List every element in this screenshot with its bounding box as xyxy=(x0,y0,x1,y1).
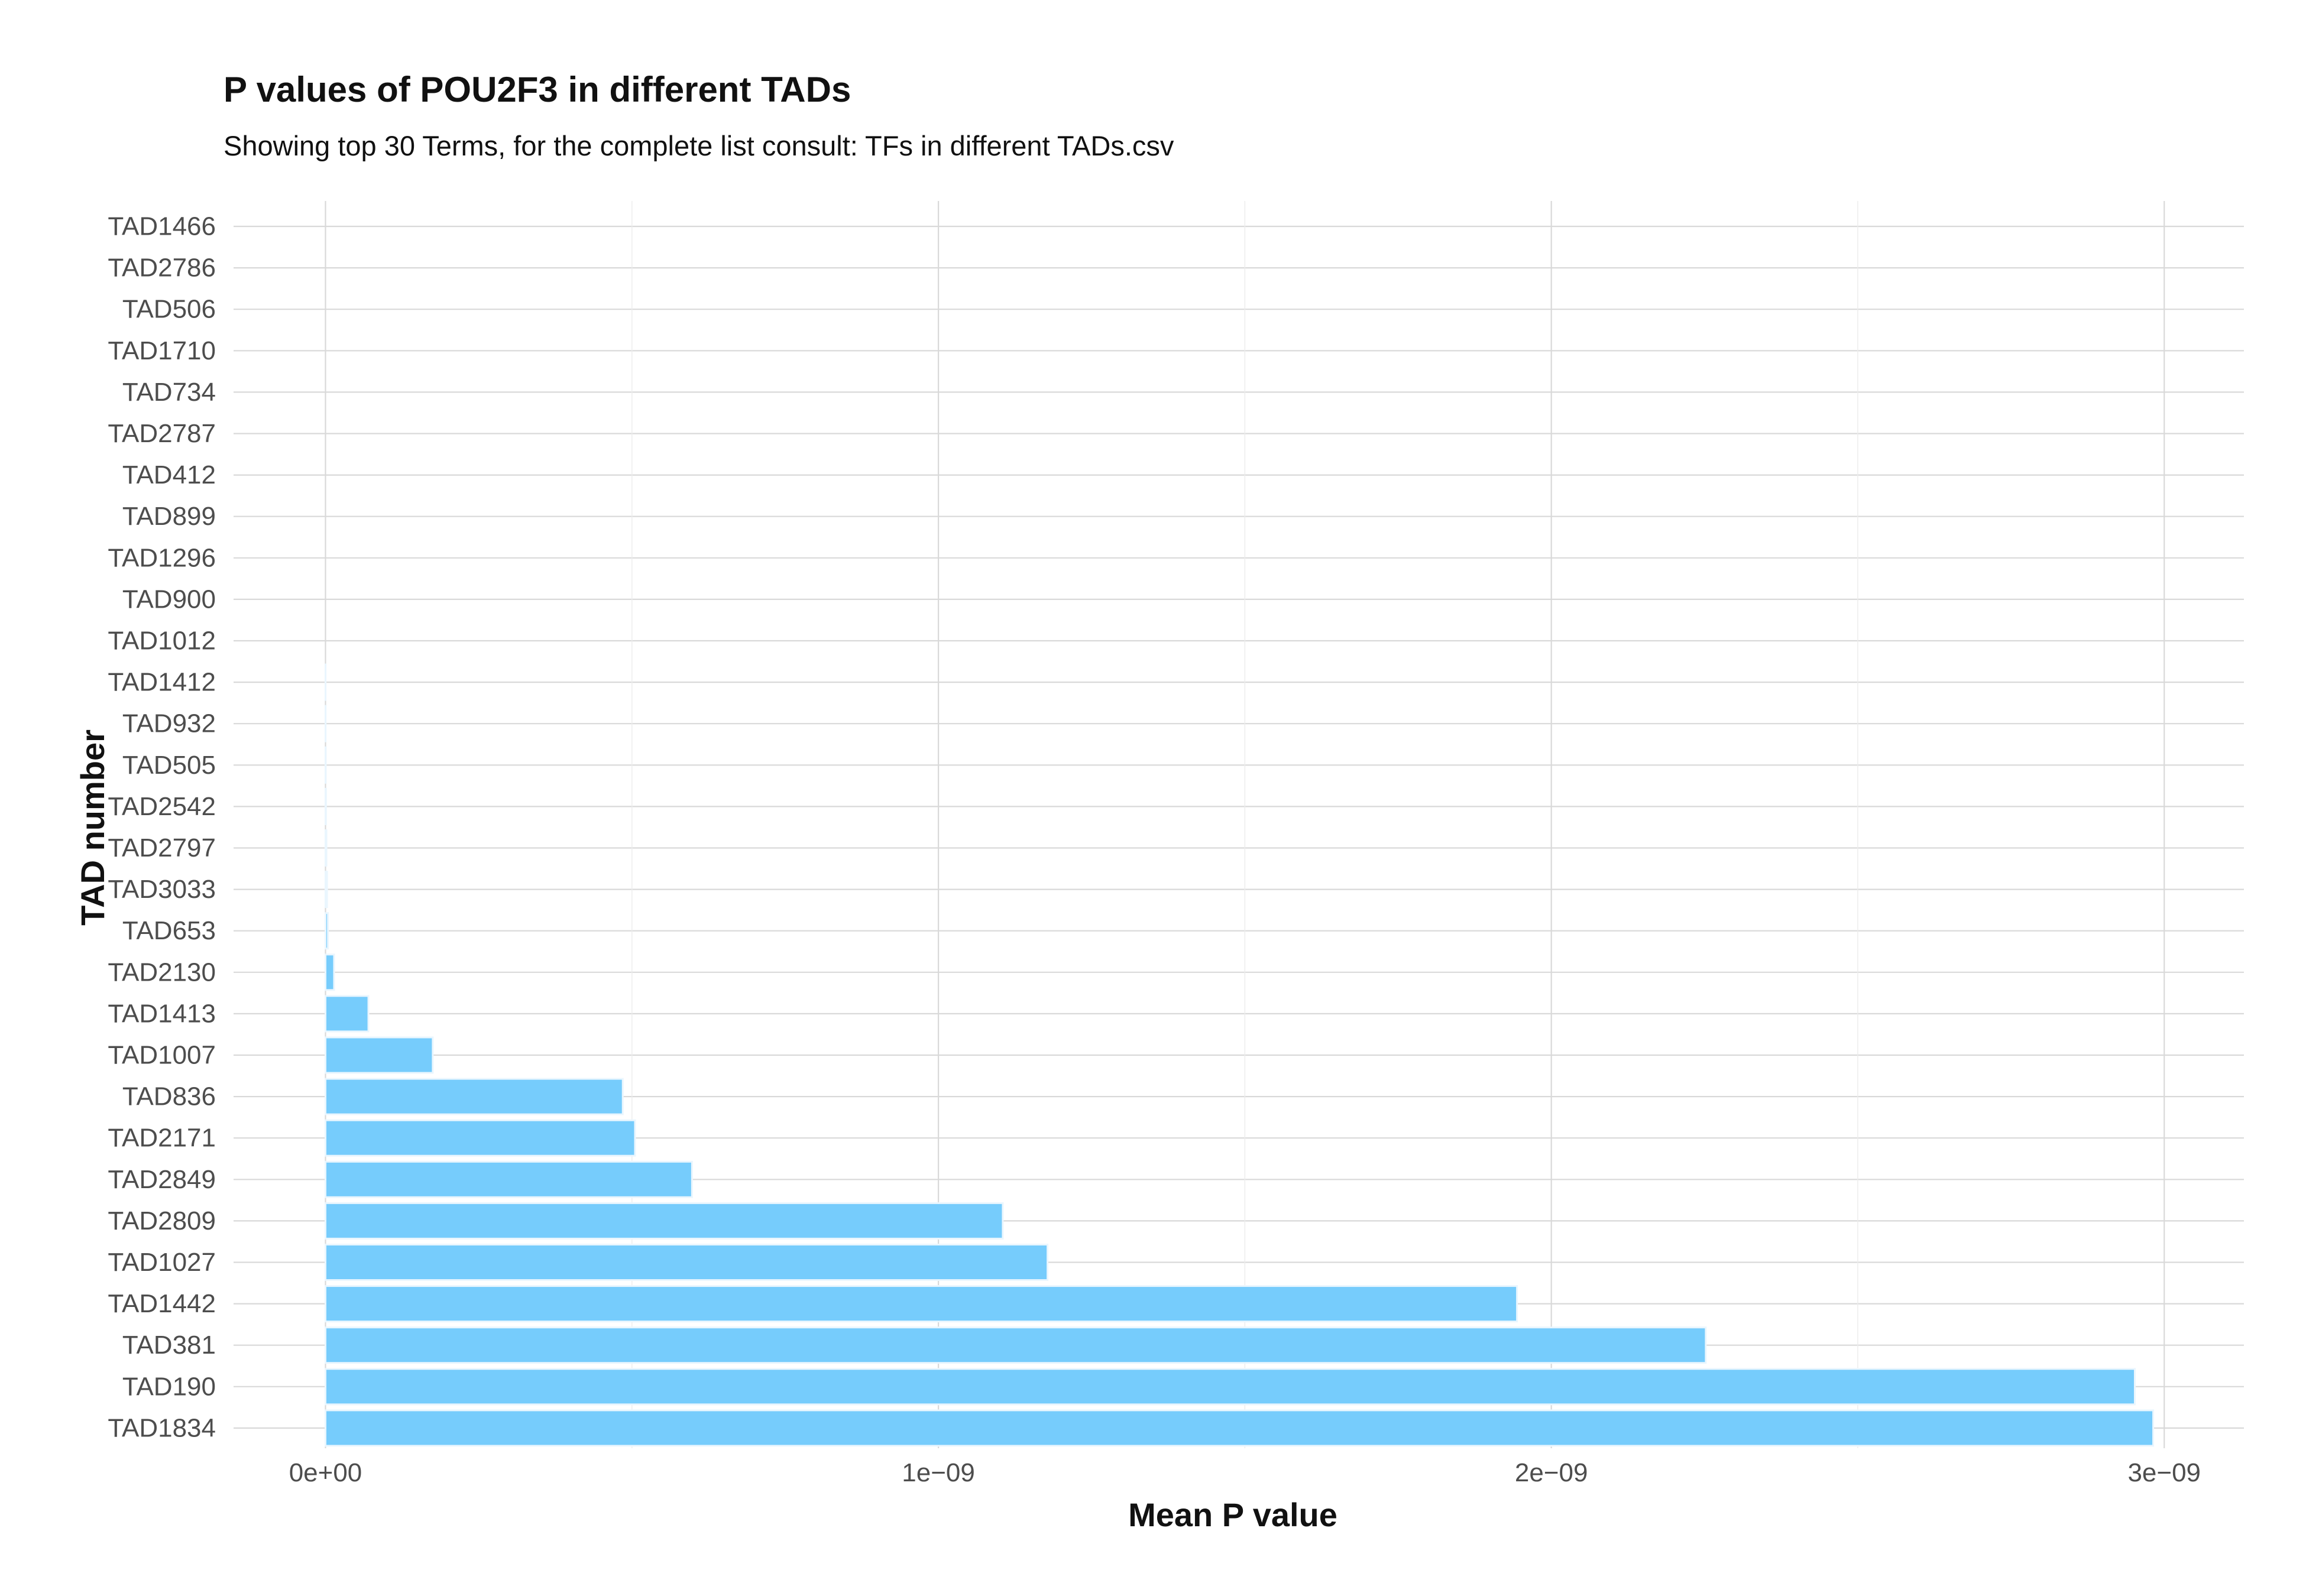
x-tick-labels: 0e+00 1e−09 2e−09 3e−09 xyxy=(289,1458,2201,1487)
y-tick-label: TAD1442 xyxy=(108,1289,216,1318)
x-tick-label: 2e−09 xyxy=(1515,1458,1588,1487)
bar-tad1442 xyxy=(324,1285,1518,1323)
x-axis-title: Mean P value xyxy=(1128,1496,1337,1533)
y-tick-label: TAD653 xyxy=(122,916,216,945)
y-tick-label: TAD1834 xyxy=(108,1413,216,1442)
y-tick-labels: TAD1466 TAD2786 TAD506 TAD1710 TAD734 TAD2787… xyxy=(108,212,216,1443)
y-tick-label: TAD3033 xyxy=(108,875,216,904)
y-tick-label: TAD1710 xyxy=(108,336,216,365)
y-tick-label: TAD2809 xyxy=(108,1206,216,1235)
y-tick-label: TAD2797 xyxy=(108,833,216,862)
bar-tad1834 xyxy=(324,1409,2155,1447)
bar-tad190 xyxy=(324,1368,2136,1406)
bar-tad381 xyxy=(324,1326,1707,1364)
y-tick-label: TAD190 xyxy=(122,1372,216,1401)
x-tick-label: 1e−09 xyxy=(902,1458,975,1487)
y-tick-label: TAD734 xyxy=(122,378,216,407)
bar-tad653 xyxy=(324,912,329,950)
bars xyxy=(324,663,2155,1447)
bar-tad2849 xyxy=(324,1160,693,1198)
y-tick-label: TAD2786 xyxy=(108,254,216,283)
y-tick-label: TAD1012 xyxy=(108,627,216,656)
y-tick-label: TAD505 xyxy=(122,751,216,780)
bar-tad2809 xyxy=(324,1202,1004,1240)
y-tick-label: TAD900 xyxy=(122,585,216,614)
x-tick-label: 3e−09 xyxy=(2127,1458,2201,1487)
bar-tad1413 xyxy=(324,995,370,1033)
bar-tad2797 xyxy=(324,829,328,867)
y-tick-label: TAD506 xyxy=(122,295,216,324)
bar-tad1027 xyxy=(324,1244,1049,1281)
y-tick-label: TAD2130 xyxy=(108,958,216,987)
bar-tad2171 xyxy=(324,1119,636,1157)
bar-tad2542 xyxy=(324,787,327,825)
y-tick-label: TAD1466 xyxy=(108,212,216,241)
y-tick-label: TAD412 xyxy=(122,460,216,489)
y-tick-label: TAD1412 xyxy=(108,668,216,697)
y-tick-label: TAD1296 xyxy=(108,543,216,572)
bar-tad1007 xyxy=(324,1036,434,1074)
y-axis-title: TAD number xyxy=(74,729,111,926)
y-tick-label: TAD1007 xyxy=(108,1041,216,1070)
y-tick-label: TAD932 xyxy=(122,709,216,738)
y-tick-label: TAD381 xyxy=(122,1331,216,1360)
chart-subtitle: Showing top 30 Terms, for the complete l… xyxy=(224,130,1174,161)
y-tick-label: TAD899 xyxy=(122,502,216,531)
x-tick-label: 0e+00 xyxy=(289,1458,362,1487)
y-tick-label: TAD2542 xyxy=(108,792,216,821)
bar-tad836 xyxy=(324,1078,624,1115)
y-tick-label: TAD2787 xyxy=(108,419,216,448)
y-tick-label: TAD2171 xyxy=(108,1124,216,1153)
y-tick-label: TAD1027 xyxy=(108,1248,216,1277)
y-tick-label: TAD2849 xyxy=(108,1165,216,1194)
y-tick-label: TAD836 xyxy=(122,1082,216,1111)
bar-tad2130 xyxy=(324,953,335,991)
chart-title: P values of POU2F3 in different TADs xyxy=(224,70,851,109)
y-tick-label: TAD1413 xyxy=(108,999,216,1028)
bar-tad3033 xyxy=(324,871,328,909)
